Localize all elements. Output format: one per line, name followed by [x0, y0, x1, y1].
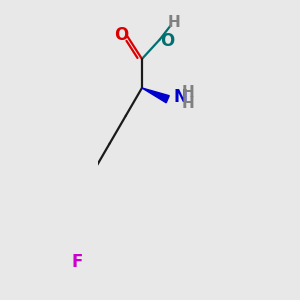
- Text: H: H: [181, 85, 194, 100]
- Text: N: N: [173, 88, 187, 106]
- Polygon shape: [142, 88, 169, 103]
- Text: O: O: [160, 32, 174, 50]
- Text: H: H: [181, 96, 194, 111]
- Text: O: O: [115, 26, 129, 44]
- Text: H: H: [167, 15, 180, 30]
- Text: F: F: [72, 253, 83, 271]
